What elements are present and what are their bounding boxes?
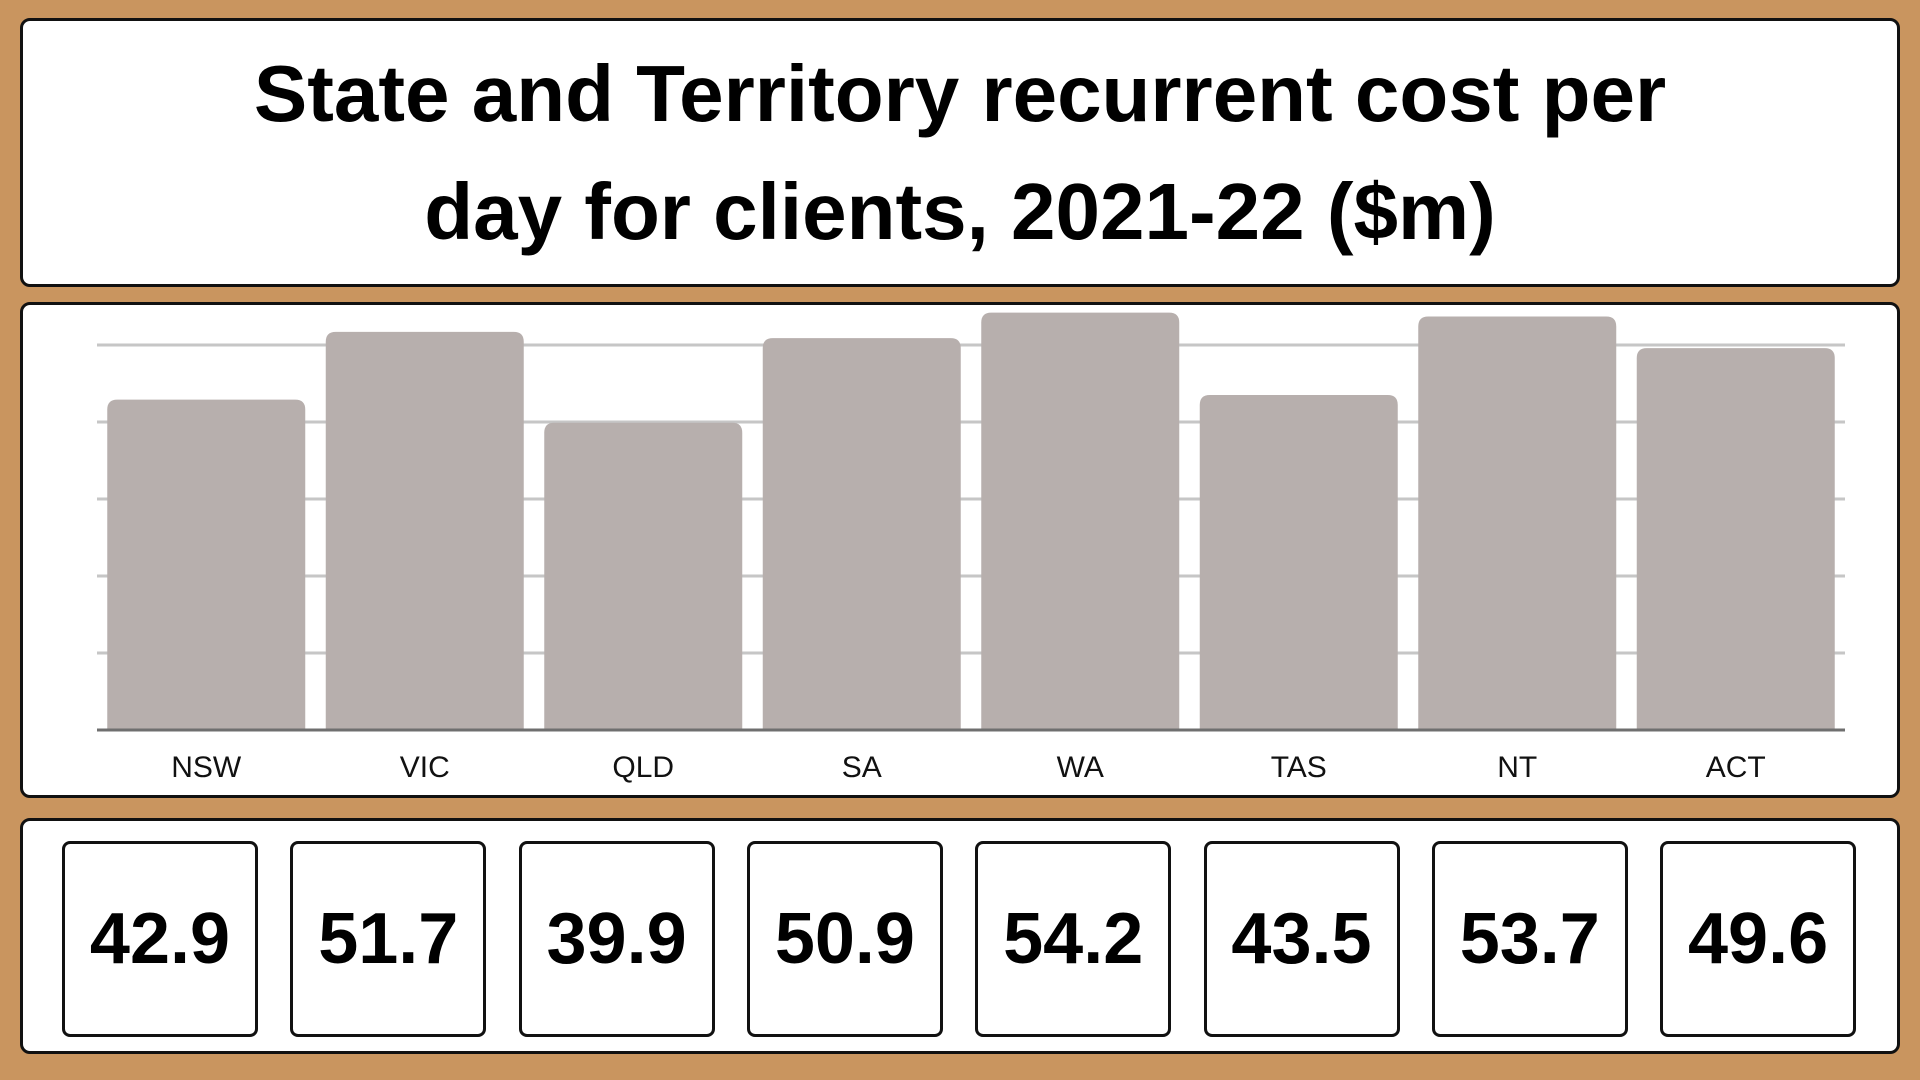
bar-qld	[544, 422, 743, 730]
bar-vic	[325, 331, 524, 730]
value-label-vic: 51.7	[290, 841, 487, 1037]
value-label-wa: 54.2	[975, 841, 1172, 1037]
value-label-tas: 43.5	[1203, 841, 1400, 1037]
chart-title: State and Territory recurrent cost per d…	[253, 48, 1667, 256]
x-tick-label-act: ACT	[1706, 751, 1766, 784]
value-label-nt: 53.7	[1431, 841, 1628, 1037]
title-panel: State and Territory recurrent cost per d…	[20, 18, 1900, 287]
x-tick-label-sa: SA	[842, 751, 882, 784]
value-label-qld: 39.9	[518, 841, 715, 1037]
x-tick-label-tas: TAS	[1271, 751, 1327, 784]
bar-nsw	[107, 399, 306, 730]
value-label-act: 49.6	[1660, 841, 1857, 1037]
value-label-nsw: 42.9	[62, 841, 258, 1037]
bar-nt	[1418, 316, 1617, 730]
x-tick-label-qld: QLD	[612, 751, 674, 784]
bar-tas	[1199, 395, 1398, 730]
x-tick-label-vic: VIC	[400, 751, 450, 784]
chart-panel: NSW VIC QLD SA WA TAS NT ACT	[20, 302, 1900, 798]
bar-sa	[762, 338, 961, 730]
x-tick-label-nsw: NSW	[171, 751, 242, 784]
values-panel: 42.9 51.7 39.9 50.9 54.2 43.5 53.7 49.6	[20, 818, 1900, 1054]
value-label-sa: 50.9	[746, 841, 943, 1037]
x-tick-label-wa: WA	[1057, 751, 1104, 784]
x-tick-label-nt: NT	[1497, 751, 1537, 784]
bar-wa	[981, 312, 1180, 730]
bar-chart: NSW VIC QLD SA WA TAS NT ACT	[97, 312, 1845, 784]
bar-act	[1636, 348, 1835, 730]
